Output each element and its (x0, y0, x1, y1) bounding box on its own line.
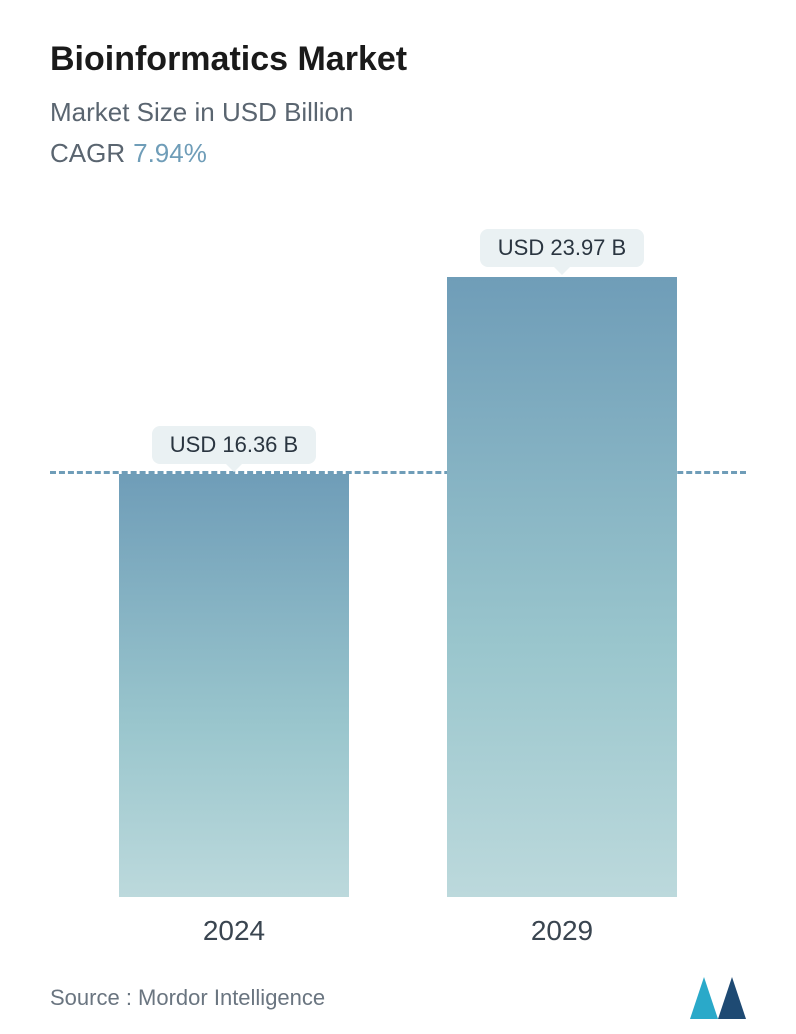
brand-logo-icon (690, 977, 746, 1019)
bar-label-1: USD 23.97 B (480, 229, 644, 267)
source-text: Source : Mordor Intelligence (50, 985, 325, 1011)
bar-0 (119, 474, 349, 897)
chart-area: USD 16.36 B USD 23.97 B (50, 229, 746, 897)
cagr-label: CAGR (50, 138, 125, 168)
cagr-row: CAGR 7.94% (50, 138, 746, 169)
bar-group-1: USD 23.97 B (447, 229, 677, 897)
chart-title: Bioinformatics Market (50, 40, 746, 79)
x-label-1: 2029 (447, 915, 677, 947)
x-axis-labels: 2024 2029 (50, 897, 746, 977)
x-label-0: 2024 (119, 915, 349, 947)
bar-1 (447, 277, 677, 897)
footer: Source : Mordor Intelligence (50, 977, 746, 1029)
chart-subtitle: Market Size in USD Billion (50, 97, 746, 128)
bar-group-0: USD 16.36 B (119, 426, 349, 897)
bar-label-0: USD 16.36 B (152, 426, 316, 464)
cagr-value: 7.94% (133, 138, 207, 168)
